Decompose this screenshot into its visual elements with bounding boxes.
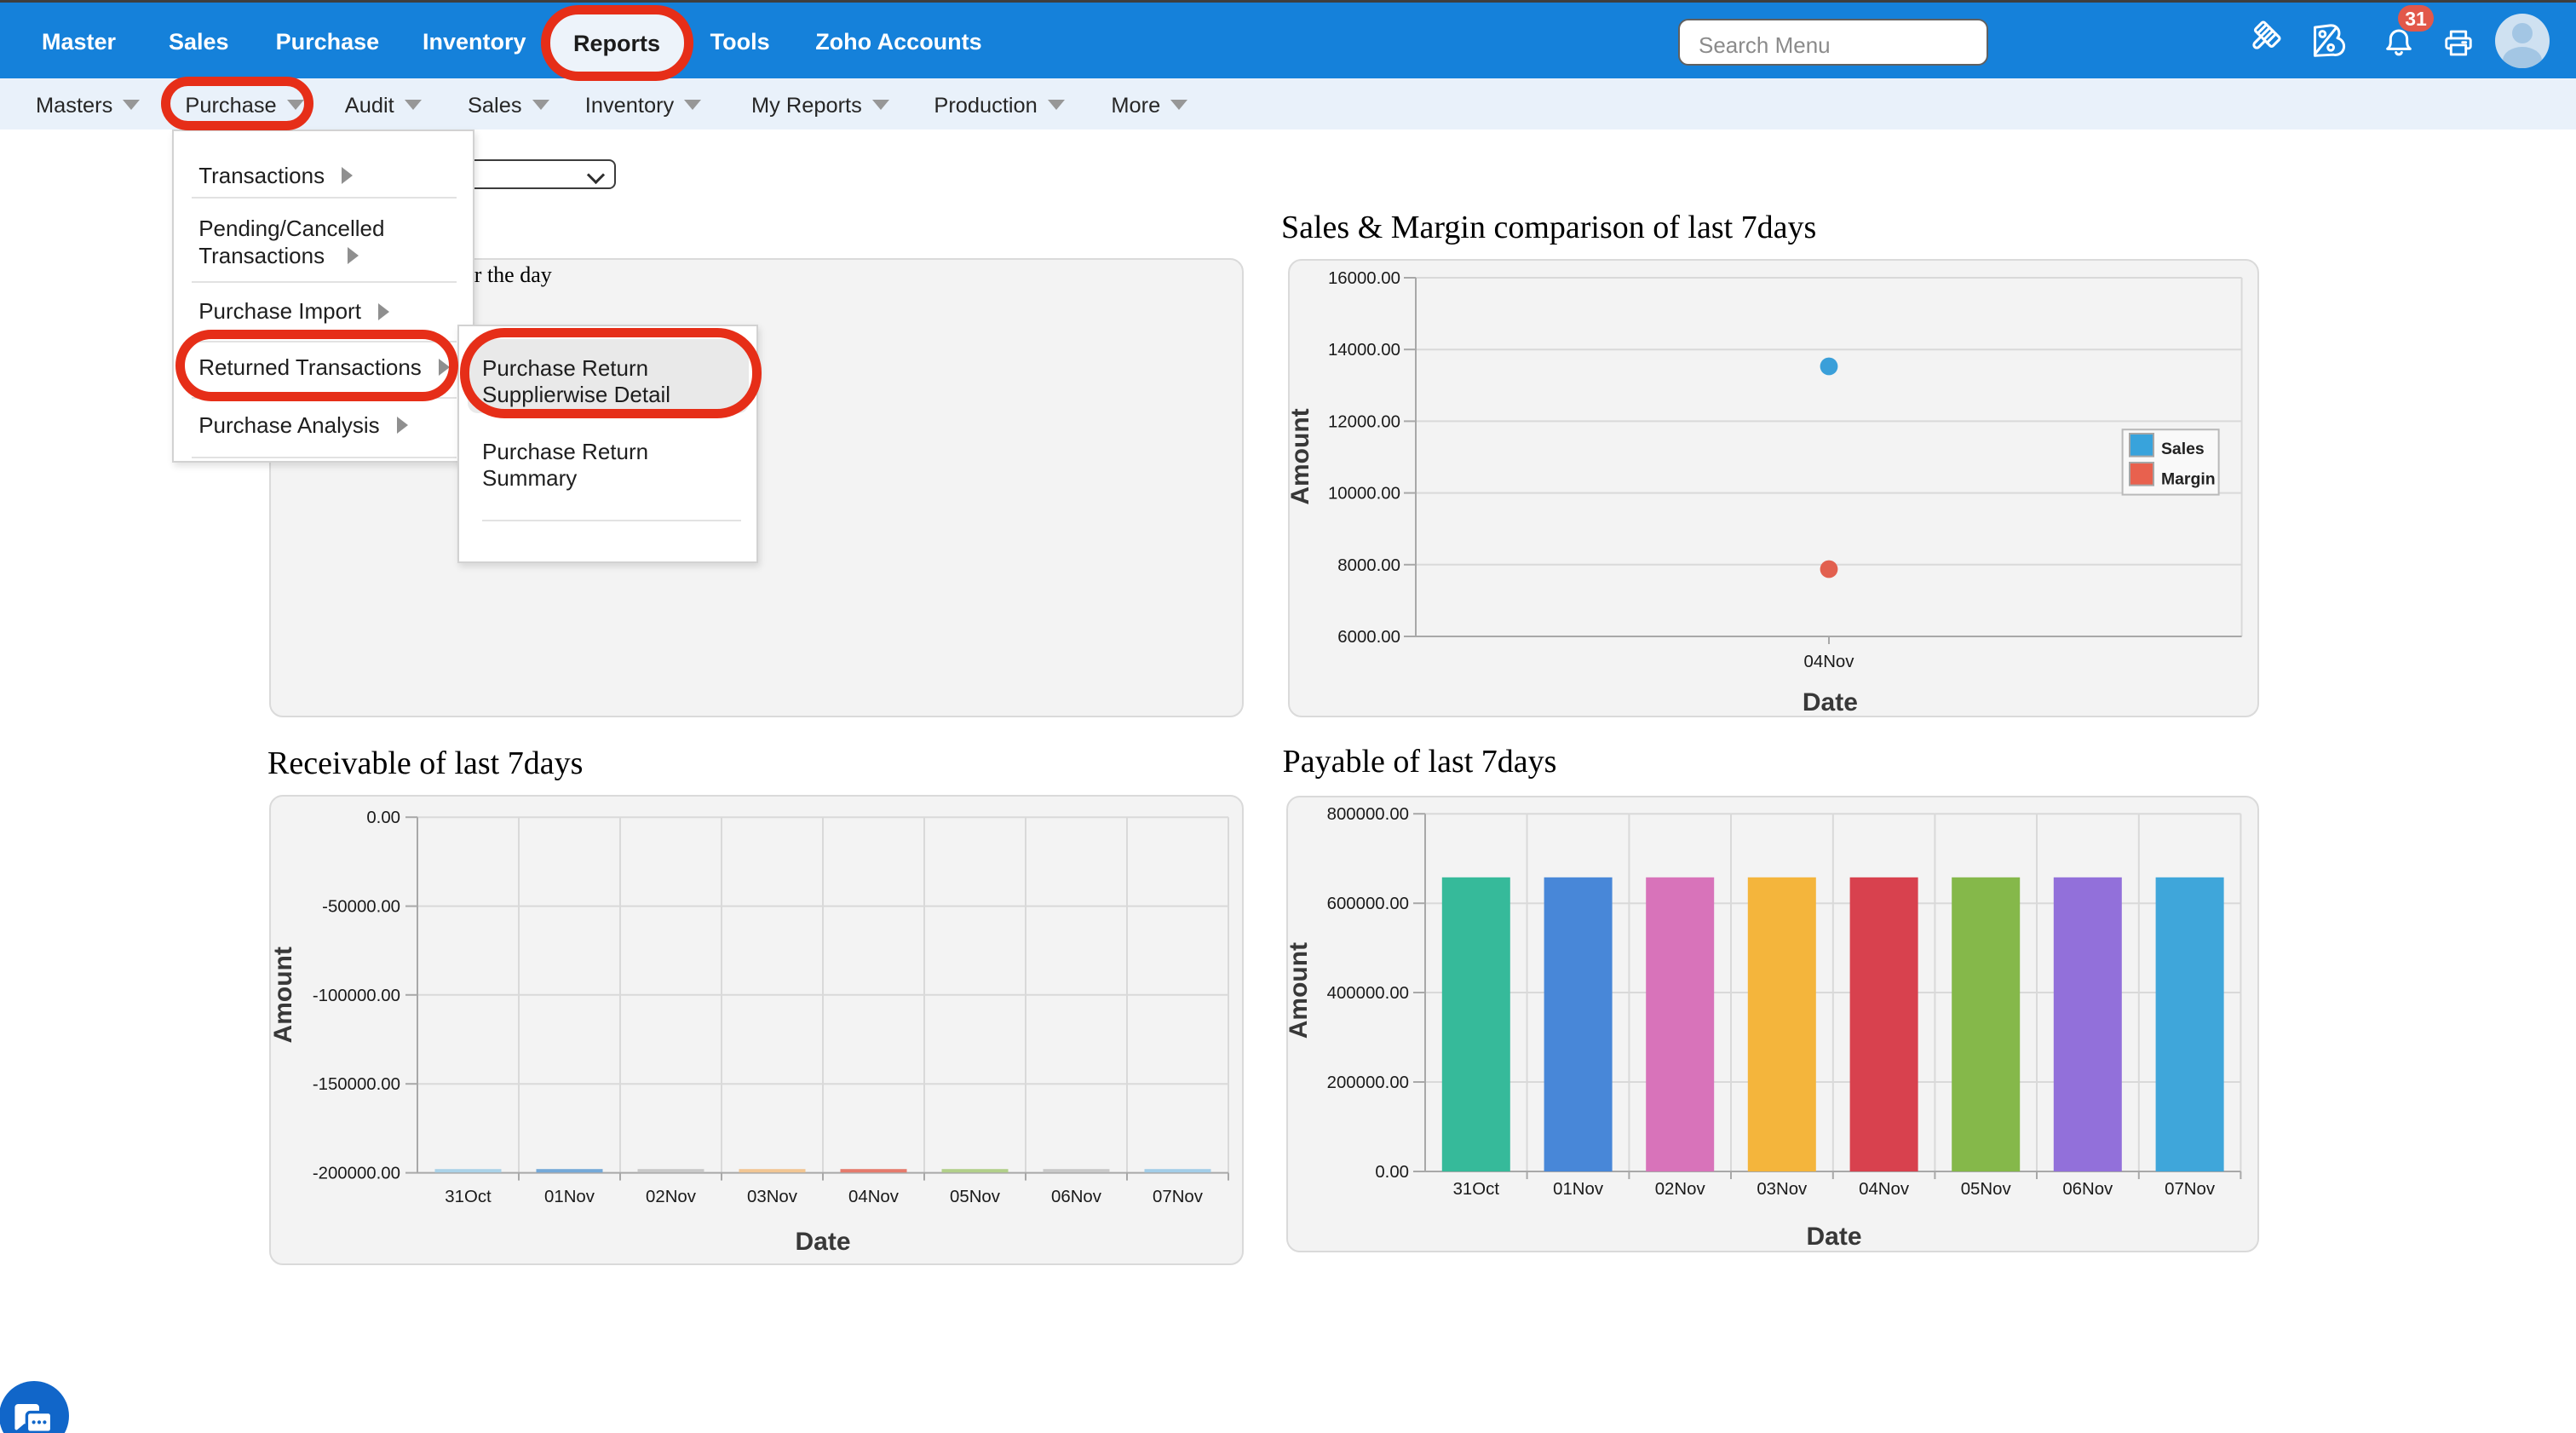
- svg-text:8000.00: 8000.00: [1337, 556, 1400, 575]
- svg-text:07Nov: 07Nov: [1153, 1188, 1204, 1206]
- svg-text:400000.00: 400000.00: [1327, 984, 1409, 1003]
- svg-text:0.00: 0.00: [1375, 1163, 1409, 1182]
- svg-text:800000.00: 800000.00: [1327, 805, 1409, 824]
- svg-text:03Nov: 03Nov: [747, 1188, 798, 1206]
- svg-text:Date: Date: [1803, 688, 1858, 716]
- svg-text:Amount: Amount: [1288, 408, 1314, 504]
- svg-text:16000.00: 16000.00: [1328, 269, 1400, 288]
- svg-text:05Nov: 05Nov: [1961, 1180, 2012, 1199]
- svg-text:07Nov: 07Nov: [2165, 1180, 2216, 1199]
- svg-text:01Nov: 01Nov: [1553, 1180, 1604, 1199]
- svg-text:04Nov: 04Nov: [1859, 1180, 1910, 1199]
- svg-text:10000.00: 10000.00: [1328, 485, 1400, 504]
- svg-text:600000.00: 600000.00: [1327, 895, 1409, 913]
- svg-text:06Nov: 06Nov: [2062, 1180, 2113, 1199]
- svg-text:01Nov: 01Nov: [544, 1188, 595, 1206]
- svg-text:-150000.00: -150000.00: [313, 1075, 400, 1094]
- svg-text:31Oct: 31Oct: [445, 1188, 492, 1206]
- svg-text:04Nov: 04Nov: [848, 1188, 900, 1206]
- svg-text:6000.00: 6000.00: [1337, 628, 1400, 647]
- svg-text:31Oct: 31Oct: [1453, 1180, 1500, 1199]
- svg-text:03Nov: 03Nov: [1757, 1180, 1808, 1199]
- svg-text:02Nov: 02Nov: [646, 1188, 697, 1206]
- svg-text:Sales: Sales: [2161, 440, 2205, 458]
- svg-text:14000.00: 14000.00: [1328, 341, 1400, 360]
- svg-text:Amount: Amount: [1286, 942, 1313, 1039]
- svg-text:05Nov: 05Nov: [950, 1188, 1001, 1206]
- svg-text:Date: Date: [795, 1228, 850, 1256]
- svg-text:Amount: Amount: [269, 947, 297, 1043]
- svg-text:-200000.00: -200000.00: [313, 1165, 400, 1183]
- svg-text:Margin: Margin: [2161, 469, 2216, 488]
- svg-text:0.00: 0.00: [366, 809, 400, 827]
- svg-text:-50000.00: -50000.00: [322, 898, 400, 917]
- svg-text:-100000.00: -100000.00: [313, 987, 400, 1005]
- svg-text:04Nov: 04Nov: [1804, 653, 1855, 671]
- svg-text:12000.00: 12000.00: [1328, 412, 1400, 431]
- svg-text:06Nov: 06Nov: [1051, 1188, 1102, 1206]
- svg-text:200000.00: 200000.00: [1327, 1073, 1409, 1092]
- svg-text:02Nov: 02Nov: [1655, 1180, 1706, 1199]
- svg-text:Date: Date: [1806, 1223, 1861, 1251]
